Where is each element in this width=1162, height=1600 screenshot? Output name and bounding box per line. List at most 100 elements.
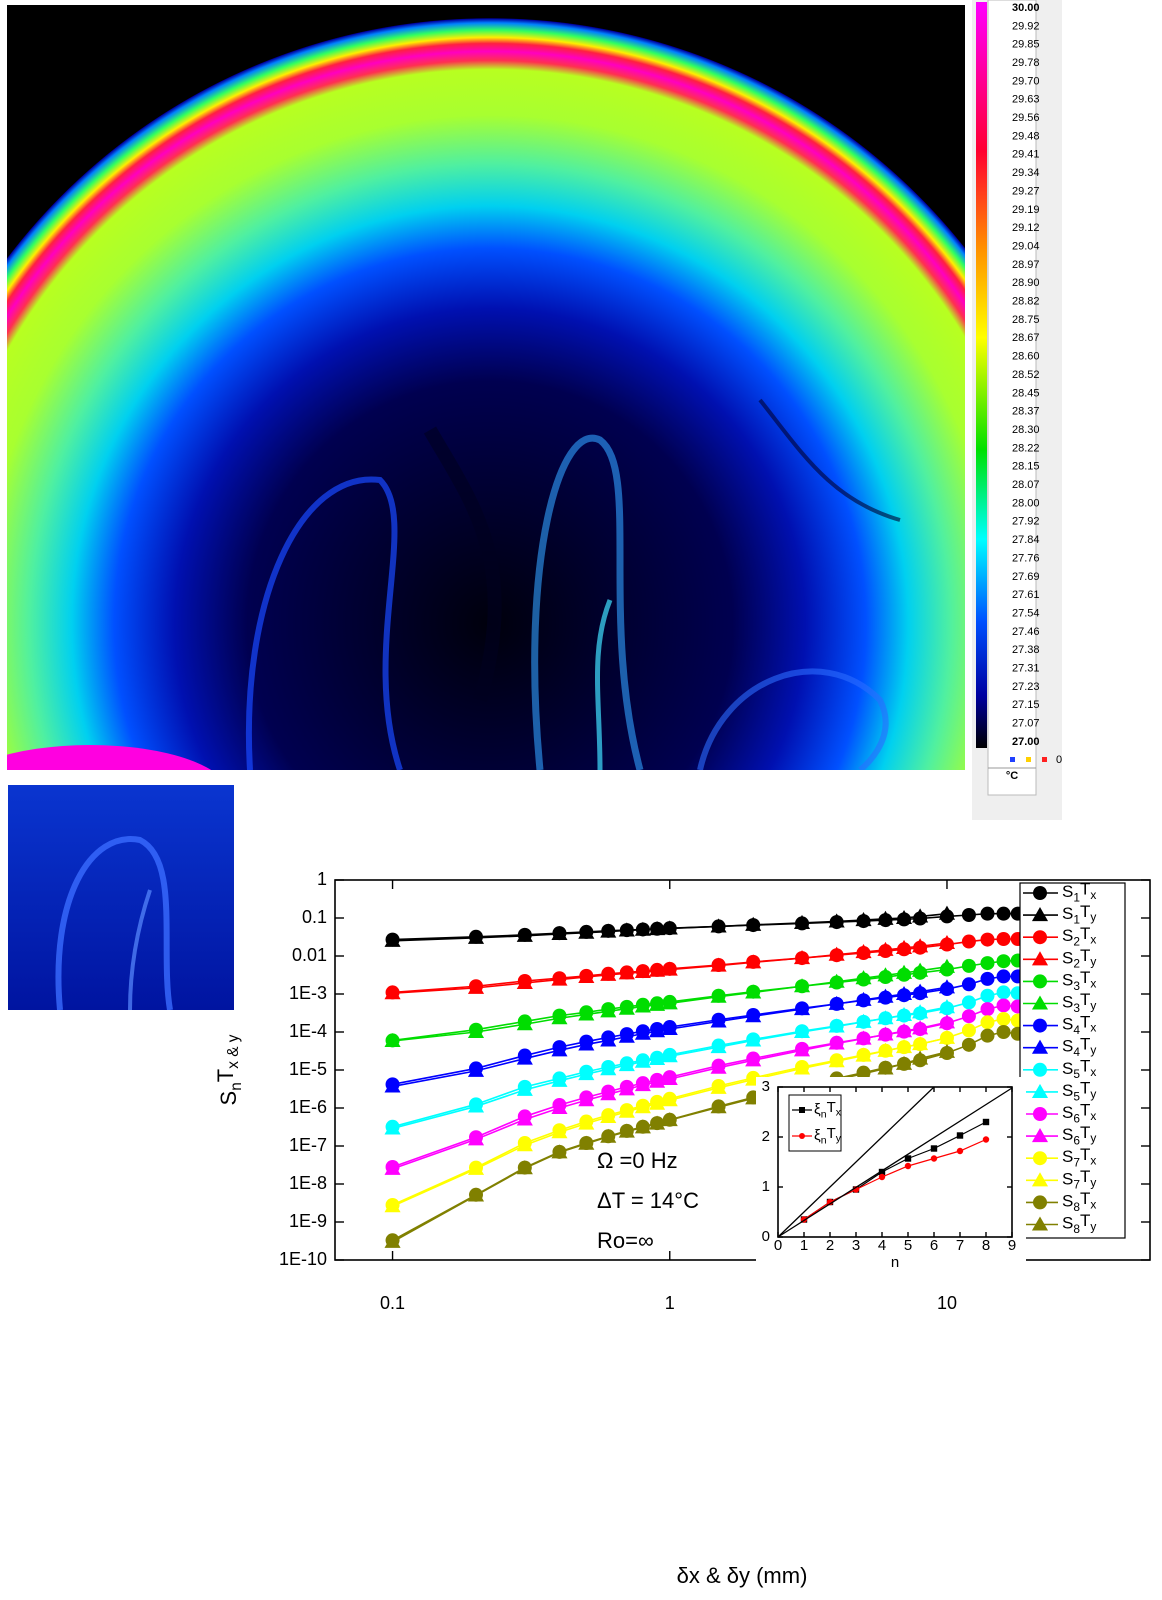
colorbar-label: 29.63 [1012, 94, 1040, 106]
data-point [467, 929, 485, 944]
data-point [578, 1066, 595, 1081]
data-point [578, 924, 595, 939]
data-point [878, 1168, 886, 1176]
legend-label: S7Tx [1062, 1145, 1096, 1169]
y-tick-label: 1 [317, 869, 327, 889]
legend-label: S2Ty [1062, 946, 1096, 970]
legend-label: S1Tx [1062, 880, 1096, 904]
detail-image [8, 785, 234, 1010]
data-point [793, 1023, 811, 1039]
data-point [551, 1042, 568, 1057]
data-point [578, 1135, 595, 1150]
data-point [828, 995, 845, 1010]
data-point [516, 1111, 533, 1126]
data-point [710, 988, 727, 1003]
legend-marker [1031, 1128, 1049, 1143]
x-tick-label: 8 [982, 1237, 990, 1254]
inset-chart: 0 1 2 3 0 1 2 3 4 5 6 7 8 9 n ξnTx ξnTy [756, 1077, 1026, 1271]
y-tick-label: 3 [762, 1078, 770, 1095]
data-point [938, 1029, 956, 1044]
colorbar-label: 28.37 [1012, 406, 1040, 418]
x-tick-label: 1 [800, 1237, 808, 1254]
legend-label: S3Ty [1062, 991, 1096, 1015]
data-point [980, 906, 995, 921]
annotation: ΔT = 14°C [597, 1188, 699, 1213]
colorbar-label: 28.82 [1012, 296, 1040, 308]
data-point [855, 912, 872, 927]
data-point [855, 1013, 872, 1028]
series-line [803, 1138, 987, 1220]
data-point [877, 1060, 894, 1075]
data-point [384, 985, 401, 1000]
colorbar-label: 27.76 [1012, 552, 1040, 564]
colorbar-label: 29.12 [1012, 222, 1040, 234]
legend-marker [1031, 995, 1049, 1010]
data-point [710, 1079, 727, 1094]
data-point [384, 1120, 401, 1135]
colorbar-label: 27.31 [1012, 663, 1040, 675]
data-point [895, 964, 913, 979]
data-point [516, 1137, 533, 1152]
data-point [912, 1036, 929, 1051]
data-point [634, 1119, 651, 1134]
data-point [551, 925, 568, 941]
data-point [551, 1072, 568, 1087]
data-point [980, 1015, 995, 1030]
data-point [895, 1055, 913, 1070]
y-tick-label: 0.1 [302, 907, 327, 927]
colorbar-unit: °C [1006, 770, 1018, 782]
data-point [980, 988, 995, 1003]
legend-label: S2Tx [1062, 924, 1096, 948]
data-point [467, 1131, 485, 1146]
x-tick-label: 0 [774, 1237, 782, 1254]
data-point [649, 1023, 666, 1038]
y-tick-label: 0.01 [292, 945, 327, 965]
data-point [649, 1095, 666, 1110]
data-point [600, 1061, 617, 1076]
legend-label: S5Tx [1062, 1057, 1096, 1081]
data-point [600, 923, 617, 938]
legend-label: ξnTy [814, 1125, 842, 1147]
legend-marker [1033, 1195, 1047, 1210]
series-line [392, 959, 1031, 1042]
legend-label: S6Tx [1062, 1101, 1096, 1125]
data-point [904, 1162, 912, 1170]
data-point [855, 970, 872, 985]
data-point [996, 954, 1011, 969]
colorbar-label: 27.61 [1012, 589, 1040, 601]
legend-marker [799, 1107, 805, 1113]
data-point [912, 1004, 929, 1019]
x-tick-label: 4 [878, 1237, 886, 1254]
legend-box [788, 1094, 842, 1152]
data-point [938, 1014, 956, 1029]
data-point [649, 996, 666, 1011]
legend-label: S4Tx [1062, 1013, 1096, 1037]
data-point [661, 920, 678, 935]
colorbar-label: 27.84 [1012, 534, 1040, 546]
x-tick-label: 7 [956, 1237, 964, 1254]
colorbar-label: 27.38 [1012, 644, 1040, 656]
data-point [600, 1086, 617, 1101]
colorbar: 0 °C 30.00 29.92 29.85 29.78 29.70 29.63 29.56… [972, 0, 1062, 820]
colorbar-label: 27.92 [1012, 516, 1040, 528]
legend-marker [1031, 907, 1049, 922]
data-point [982, 1118, 990, 1126]
legend-marker [1033, 1062, 1047, 1077]
data-point [384, 932, 401, 947]
data-point [961, 958, 976, 973]
data-point [828, 1018, 845, 1033]
colorbar-label: 27.07 [1012, 718, 1040, 730]
data-point [912, 938, 929, 953]
data-point [895, 939, 913, 954]
data-point [551, 1124, 568, 1139]
data-point [661, 961, 678, 976]
data-point [938, 958, 956, 973]
thermal-image [7, 5, 965, 770]
y-tick-label: 1E-10 [279, 1249, 327, 1269]
data-point [961, 1009, 976, 1024]
data-point [895, 985, 913, 1001]
data-point [634, 1099, 651, 1114]
data-point [649, 921, 666, 936]
data-point [980, 932, 995, 947]
colorbar-label: 28.52 [1012, 369, 1040, 381]
